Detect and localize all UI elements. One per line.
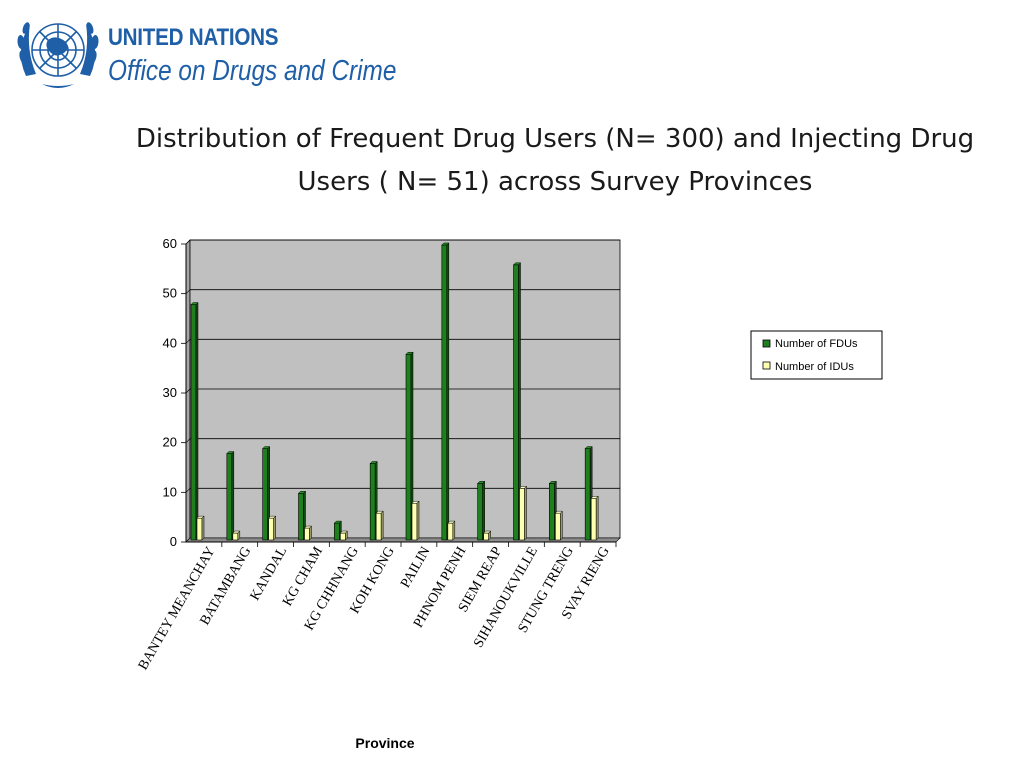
y-tick-label: 20 xyxy=(163,435,177,450)
bar-idu xyxy=(518,485,528,541)
org-name-line1: UNITED NATIONS xyxy=(108,24,279,51)
bar-idu xyxy=(447,520,456,541)
legend-swatch-idu xyxy=(762,361,771,370)
bar-idu xyxy=(554,510,563,541)
bar-idu xyxy=(411,500,420,541)
gridlines xyxy=(185,239,620,493)
bar-idu xyxy=(339,530,348,541)
bar-idu xyxy=(375,510,384,541)
bar-fdu xyxy=(477,480,486,541)
bar-fdu xyxy=(441,242,450,541)
bar-idu xyxy=(303,525,313,541)
y-tick-label: 10 xyxy=(163,484,177,499)
x-category-label: SIHANOUKVILLE xyxy=(471,545,541,651)
org-name-line2: Office on Drugs and Crime xyxy=(108,55,397,87)
legend-box xyxy=(750,330,883,380)
gridline-wall xyxy=(185,239,191,245)
bar-idu xyxy=(268,515,277,541)
x-category-label: PAILIN xyxy=(398,545,433,591)
bar-idu xyxy=(196,515,205,541)
bar-idu xyxy=(232,530,241,541)
bar-idu xyxy=(483,530,492,541)
legend: Number of FDUs Number of IDUs xyxy=(750,330,883,380)
x-axis-title: Province xyxy=(355,735,414,751)
gridline-wall xyxy=(185,438,191,443)
y-tick-label: 30 xyxy=(163,385,177,400)
chart-title: Distribution of Frequent Drug Users (N= … xyxy=(135,124,975,197)
legend-label-fdu: Number of FDUs xyxy=(775,338,858,350)
legend-swatch-fdu xyxy=(762,339,771,348)
legend-label-idu: Number of IDUs xyxy=(775,361,854,373)
un-emblem-icon xyxy=(17,22,99,88)
bar-idu xyxy=(590,495,599,541)
bar-fdu xyxy=(190,301,199,541)
gridline-wall xyxy=(185,388,191,394)
y-tick-label: 60 xyxy=(163,236,177,251)
gridline-wall xyxy=(185,339,191,344)
y-tick-label: 50 xyxy=(163,286,177,301)
y-tick-label: 0 xyxy=(170,534,177,549)
y-tick-label: 40 xyxy=(163,335,177,350)
gridline-wall xyxy=(185,488,191,493)
y-axis-ticks: 0 10 20 30 40 50 60 xyxy=(163,236,186,549)
gridline-wall xyxy=(185,289,191,294)
bars xyxy=(190,242,617,547)
bar-fdu xyxy=(226,450,235,541)
